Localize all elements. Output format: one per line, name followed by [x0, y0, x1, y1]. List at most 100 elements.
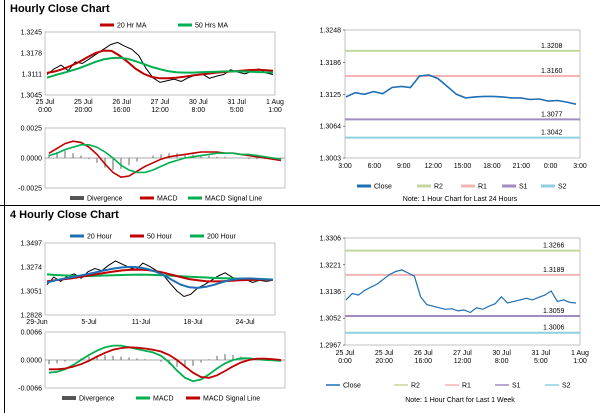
- four-hourly-levels-legend-r2-label: R2: [411, 383, 420, 390]
- hourly-macd-legend-divergence-label: Divergence: [87, 196, 123, 203]
- hourly-levels-xtick-0: 3:00: [338, 163, 352, 170]
- four-macd-line: [48, 344, 282, 383]
- hourly-macd-ytick-1: 0.0000: [21, 156, 43, 163]
- four-price-xtick-1: 5-Jul: [81, 319, 97, 326]
- four-hourly-levels-xtick-4: 30 Jul 8:00: [492, 350, 511, 365]
- hourly-levels-ytick-2: 1.3125: [320, 92, 342, 99]
- hourly-levels-xtick-5: 18:00: [483, 163, 501, 170]
- four-hourly-levels-xtick-6: 1 Aug 1:00: [571, 350, 589, 365]
- hourly-ma50-line: [46, 56, 274, 79]
- hourly-levels-legend-r1-label: R1: [478, 184, 487, 191]
- four-hourly-levels-legend-s2-label: S2: [562, 383, 571, 390]
- hourly-price-ytick-3: 1.3045: [21, 93, 43, 100]
- four-hourly-levels-xtick-3: 27 Jul 12:00: [453, 350, 472, 365]
- four-price-xtick-0: 29-Jun: [26, 319, 48, 326]
- hourly-levels-xtick-4: 15:00: [454, 163, 472, 170]
- four-hourly-levels-legend-s1-label: S1: [512, 383, 521, 390]
- hourly-levels-ytick-1: 1.3186: [320, 60, 342, 67]
- hourly-price-legend-ma20-label: 20 Hr MA: [117, 23, 147, 30]
- four-hourly-levels-level-label-r2: 1.3266: [543, 243, 565, 250]
- hourly-price-xtick-1: 25 Jul 20:00: [74, 99, 93, 114]
- four-hourly-levels-xtick-1: 25 Jul 20:00: [375, 350, 394, 365]
- four-price-ytick-3: 1.2828: [21, 313, 43, 320]
- hourly-section-title: Hourly Close Chart: [10, 3, 110, 15]
- four-hourly-levels-level-label-r1: 1.3189: [543, 267, 565, 274]
- hourly-levels-level-label-s1: 1.3077: [541, 111, 563, 118]
- hourly-macd-signal-line: [48, 144, 282, 174]
- four-macd-legend-divergence-label: Divergence: [79, 396, 115, 403]
- hourly-levels-legend-s2-label: S2: [558, 184, 567, 191]
- four-price-ytick-1: 1.3274: [21, 265, 43, 272]
- hourly-levels-xtick-1: 6:00: [368, 163, 382, 170]
- four-hourly-levels-ytick-1: 1.3221: [320, 262, 342, 269]
- four-hourly-levels-ytick-4: 1.2967: [320, 343, 342, 350]
- hourly-levels-level-label-r2: 1.3208: [541, 43, 563, 50]
- hourly-levels-xtick-2: 9:00: [397, 163, 411, 170]
- four-hourly-levels-level-label-s1: 1.3059: [543, 308, 565, 315]
- hourly-levels-ytick-4: 1.3003: [320, 156, 342, 163]
- four-macd-legend-macd-label: MACD: [153, 396, 174, 403]
- four-macd-ytick-1: 0.0000: [21, 358, 43, 365]
- hourly-price-chart: 1.3245 1.3178 1.3111 1.3045 25 Jul 0:00 25 Jul…: [0, 0, 300, 125]
- four-hourly-section-title: 4 Hourly Close Chart: [10, 209, 119, 221]
- section-divider: [0, 205, 600, 206]
- four-price-legend-200h-label: 200 Hour: [207, 234, 236, 241]
- hourly-macd-ytick-2: -0.0025: [18, 186, 42, 193]
- four-hourly-levels-ytick-2: 1.3136: [320, 289, 342, 296]
- four-macd-ytick-2: -0.0066: [18, 386, 42, 393]
- hourly-macd-chart: 0.0025 0.0000 -0.0025 Divergence MACD MACD Si…: [0, 0, 300, 205]
- hourly-price-xtick-3: 27 Jul 12:00: [151, 99, 170, 114]
- hourly-levels-legend-r2-label: R2: [434, 184, 443, 191]
- hourly-levels-xtick-7: 0:00: [544, 163, 558, 170]
- four-macd-signal-line: [49, 346, 282, 379]
- four-hourly-macd-chart: 0.0066 0.0000 -0.0066 Divergence MACD MACD Si…: [18, 330, 286, 403]
- four-price-frame: [44, 242, 276, 316]
- four-macd-legend-signal-label: MACD Signal Line: [203, 396, 260, 403]
- hourly-price-frame: [44, 31, 276, 96]
- hourly-levels-chart: 1.3248 1.3186 1.3125 1.3064 1.3003 1.3208 1.31…: [0, 0, 600, 205]
- hourly-price-ytick-2: 1.3111: [22, 72, 42, 79]
- hourly-levels-legend-close-label: Close: [374, 184, 392, 191]
- four-hourly-note: Note: 1 Hour Chart for Last 1 Week: [405, 397, 515, 404]
- four-hourly-price-chart: 1.3497 1.3274 1.3051 1.2828 29-Jun 5-Jul 11-Ju…: [0, 0, 300, 330]
- four-hourly-levels-xtick-0: 25 Jul 0:00: [336, 350, 355, 365]
- four-50h-line: [46, 268, 273, 283]
- hourly-levels-xtick-6: 21:00: [512, 163, 530, 170]
- hourly-macd-legend-signal-label: MACD Signal Line: [205, 196, 262, 203]
- hourly-note: Note: 1 Hour Chart for Last 24 Hours: [402, 196, 518, 203]
- four-price-legend-20h-label: 20 Hour: [87, 234, 113, 241]
- four-price-xtick-3: 18-Jul: [183, 319, 203, 326]
- four-price-ytick-2: 1.3051: [21, 289, 43, 296]
- hourly-price-xtick-0: 25 Jul 0:00: [36, 99, 55, 114]
- four-hourly-levels-ytick-0: 1.3306: [320, 236, 342, 243]
- hourly-left-border: [4, 0, 5, 206]
- four-hourly-levels-xtick-2: 26 Jul 16:00: [414, 350, 433, 365]
- hourly-price-ytick-0: 1.3245: [21, 30, 43, 37]
- hourly-levels-xtick-3: 12:00: [424, 163, 442, 170]
- hourly-price-xtick-6: 1 Aug 1:00: [266, 99, 284, 114]
- four-price-xtick-2: 11-Jul: [132, 319, 151, 326]
- four-hourly-levels-xtick-5: 31 Jul 5:00: [531, 350, 550, 365]
- hourly-levels-level-label-s2: 1.3042: [541, 130, 563, 137]
- hourly-macd-ytick-0: 0.0025: [21, 126, 43, 133]
- hourly-levels-frame: [344, 29, 581, 159]
- hourly-levels-ytick-0: 1.3248: [320, 28, 342, 35]
- hourly-price-xtick-5: 31 Jul 5:00: [227, 99, 246, 114]
- four-macd-ytick-0: 0.0066: [21, 330, 43, 337]
- hourly-macd-legend-macd-label: MACD: [157, 196, 178, 203]
- hourly-levels-close-line: [345, 74, 577, 105]
- four-hourly-levels-legend-close-label: Close: [343, 383, 361, 390]
- four-hourly-left-border: [4, 206, 5, 413]
- four-hourly-levels-legend-r1-label: R1: [462, 383, 471, 390]
- hourly-price-xtick-4: 30 Jul 8:00: [189, 99, 208, 114]
- four-hourly-levels-level-label-s2: 1.3006: [543, 325, 565, 332]
- four-price-ytick-0: 1.3497: [21, 241, 43, 248]
- four-hourly-levels-close-line: [345, 269, 577, 314]
- four-hourly-levels-ytick-3: 1.3052: [320, 316, 342, 323]
- four-price-xtick-4: 24-Jul: [235, 319, 255, 326]
- hourly-levels-ytick-3: 1.3064: [320, 124, 342, 131]
- hourly-price-legend-ma50-label: 50 Hrs MA: [195, 23, 228, 30]
- hourly-price-xtick-2: 26 Jul 16:00: [112, 99, 131, 114]
- hourly-levels-level-label-r1: 1.3160: [541, 68, 563, 75]
